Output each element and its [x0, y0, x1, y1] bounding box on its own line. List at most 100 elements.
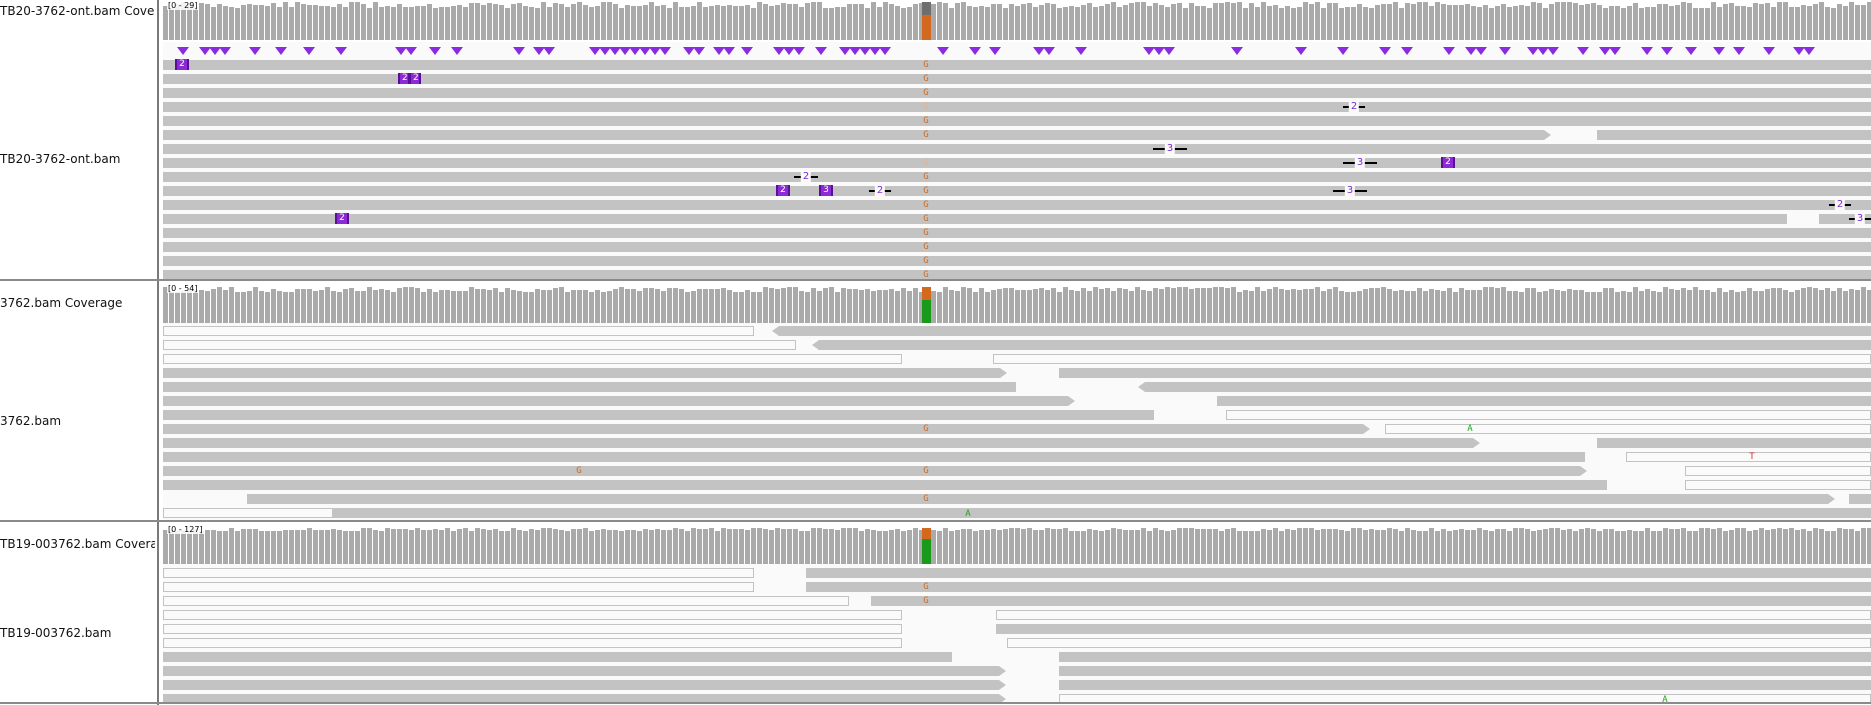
coverage-bar[interactable]	[295, 530, 300, 564]
coverage-snp-bar-top[interactable]	[922, 287, 931, 300]
coverage-bar[interactable]	[313, 5, 318, 40]
coverage-bar[interactable]	[415, 6, 420, 40]
coverage-bar[interactable]	[637, 291, 642, 323]
coverage-bar[interactable]	[1813, 528, 1818, 564]
coverage-bar[interactable]	[205, 530, 210, 564]
coverage-bar[interactable]	[565, 531, 570, 564]
coverage-bar[interactable]	[1705, 290, 1710, 323]
read[interactable]	[163, 326, 754, 336]
coverage-bar[interactable]	[349, 288, 354, 323]
coverage-track-3[interactable]: [0 - 127]	[163, 524, 1871, 564]
coverage-snp-bar-bottom[interactable]	[922, 539, 931, 564]
coverage-bar[interactable]	[457, 5, 462, 40]
coverage-bar[interactable]	[1861, 287, 1866, 323]
coverage-bar[interactable]	[379, 531, 384, 564]
coverage-bar[interactable]	[1813, 4, 1818, 40]
coverage-bar[interactable]	[1621, 8, 1626, 40]
coverage-bar[interactable]	[499, 5, 504, 40]
coverage-bar[interactable]	[691, 6, 696, 40]
coverage-bar[interactable]	[1465, 4, 1470, 40]
coverage-bar[interactable]	[511, 290, 516, 323]
coverage-bar[interactable]	[367, 528, 372, 564]
coverage-bar[interactable]	[1177, 287, 1182, 323]
coverage-bar[interactable]	[463, 291, 468, 323]
coverage-bar[interactable]	[1441, 529, 1446, 564]
coverage-bar[interactable]	[523, 531, 528, 564]
coverage-bar[interactable]	[973, 292, 978, 323]
coverage-bar[interactable]	[751, 292, 756, 323]
coverage-bar[interactable]	[1243, 290, 1248, 323]
read[interactable]	[819, 340, 1871, 350]
coverage-bar[interactable]	[253, 529, 258, 564]
coverage-bar[interactable]	[487, 290, 492, 323]
coverage-bar[interactable]	[1357, 528, 1362, 564]
coverage-bar[interactable]	[475, 289, 480, 323]
coverage-bar[interactable]	[1351, 292, 1356, 323]
coverage-bar[interactable]	[1663, 4, 1668, 40]
coverage-bar[interactable]	[769, 288, 774, 323]
coverage-bar[interactable]	[1045, 3, 1050, 40]
read[interactable]	[163, 186, 1871, 196]
insertion-triangle-icon[interactable]	[849, 47, 861, 55]
coverage-bar[interactable]	[1849, 2, 1854, 40]
coverage-bar[interactable]	[1081, 288, 1086, 323]
coverage-bar[interactable]	[1507, 7, 1512, 40]
coverage-bar[interactable]	[1177, 528, 1182, 564]
coverage-bar[interactable]	[199, 531, 204, 564]
read[interactable]	[1059, 694, 1871, 702]
coverage-bar[interactable]	[187, 3, 192, 40]
coverage-bar[interactable]	[1285, 6, 1290, 40]
coverage-bar[interactable]	[1315, 287, 1320, 323]
coverage-bar[interactable]	[655, 289, 660, 323]
coverage-bar[interactable]	[1501, 287, 1506, 323]
coverage-bar[interactable]	[1363, 289, 1368, 323]
coverage-bar[interactable]	[919, 3, 924, 40]
read[interactable]	[163, 582, 754, 592]
coverage-bar[interactable]	[943, 528, 948, 564]
coverage-bar[interactable]	[973, 7, 978, 40]
deletion-marker[interactable]: 3	[1333, 185, 1367, 196]
coverage-bar[interactable]	[409, 7, 414, 40]
insertion-triangle-icon[interactable]	[1465, 47, 1477, 55]
coverage-bar[interactable]	[1093, 287, 1098, 323]
coverage-bar[interactable]	[319, 290, 324, 323]
coverage-bar[interactable]	[439, 530, 444, 564]
coverage-bar[interactable]	[1675, 5, 1680, 40]
coverage-bar[interactable]	[1009, 528, 1014, 564]
coverage-bar[interactable]	[1165, 7, 1170, 40]
coverage-bar[interactable]	[637, 6, 642, 40]
coverage-bar[interactable]	[1501, 529, 1506, 564]
insertion-triangle-icon[interactable]	[1537, 47, 1549, 55]
insertion-triangle-icon[interactable]	[793, 47, 805, 55]
read[interactable]	[163, 396, 1068, 406]
coverage-bar[interactable]	[259, 5, 264, 40]
coverage-bar[interactable]	[1669, 6, 1674, 40]
coverage-bar[interactable]	[529, 292, 534, 323]
read[interactable]	[1145, 382, 1871, 392]
insertion-triangle-icon[interactable]	[1379, 47, 1391, 55]
coverage-bar[interactable]	[1693, 531, 1698, 564]
read[interactable]	[993, 354, 1871, 364]
coverage-bar[interactable]	[1087, 3, 1092, 40]
insertion-triangle-icon[interactable]	[451, 47, 463, 55]
coverage-bar[interactable]	[1321, 529, 1326, 564]
insertion-triangle-icon[interactable]	[1547, 47, 1559, 55]
insertion-triangle-icon[interactable]	[1043, 47, 1055, 55]
coverage-bar[interactable]	[1711, 529, 1716, 564]
coverage-bar[interactable]	[823, 529, 828, 564]
coverage-bar[interactable]	[1333, 287, 1338, 323]
coverage-bar[interactable]	[913, 288, 918, 323]
coverage-bar[interactable]	[1195, 529, 1200, 564]
insertion-triangle-icon[interactable]	[839, 47, 851, 55]
insertion-triangle-icon[interactable]	[275, 47, 287, 55]
coverage-bar[interactable]	[1429, 6, 1434, 40]
coverage-bar[interactable]	[1579, 5, 1584, 40]
coverage-bar[interactable]	[193, 7, 198, 40]
coverage-bar[interactable]	[1819, 529, 1824, 564]
coverage-bar[interactable]	[679, 529, 684, 564]
coverage-bar[interactable]	[1483, 287, 1488, 323]
read[interactable]	[871, 596, 1871, 606]
read[interactable]	[163, 438, 1473, 448]
coverage-bar[interactable]	[691, 291, 696, 323]
coverage-bar[interactable]	[865, 289, 870, 323]
